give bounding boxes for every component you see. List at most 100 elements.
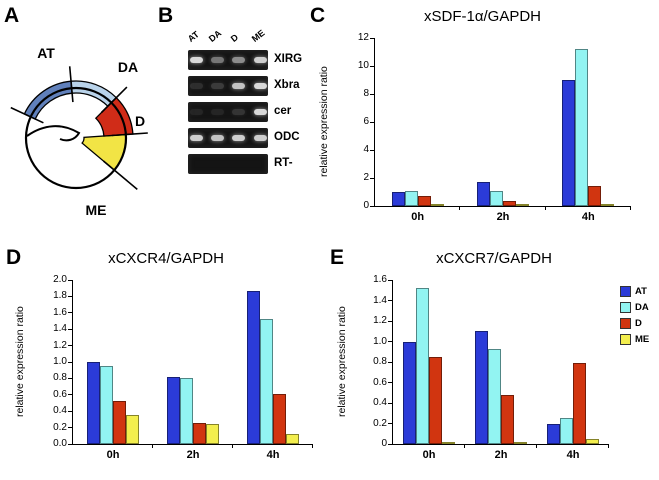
bar-DA-4h	[260, 319, 273, 444]
y-tick-label: 1.2	[373, 315, 387, 326]
y-tick-mark	[370, 121, 375, 123]
gel-lane-label: ME	[249, 27, 267, 44]
chart-title: xCXCR7/GAPDH	[436, 250, 552, 267]
x-category-label: 2h	[186, 449, 200, 461]
y-tick-mark	[68, 377, 73, 379]
y-tick-mark	[370, 37, 375, 39]
y-axis-label: relative expression ratio	[336, 306, 348, 418]
boundary-line	[68, 66, 74, 103]
y-tick-mark	[388, 402, 393, 404]
y-tick-label: 0	[381, 438, 387, 449]
bar-D-4h	[588, 185, 602, 206]
x-category-label: 4h	[266, 449, 280, 461]
y-tick-label: 1.6	[373, 274, 387, 285]
gel-band	[189, 135, 203, 141]
x-category-label: 2h	[494, 449, 508, 461]
y-tick-mark	[388, 300, 393, 301]
region-da	[70, 80, 118, 108]
gel-band	[232, 57, 246, 63]
y-tick-mark	[68, 410, 73, 412]
bar-D-2h	[501, 394, 514, 444]
y-tick-mark	[370, 65, 375, 67]
bar-DA-0h	[404, 191, 418, 206]
y-tick-label: 8	[363, 88, 369, 99]
bar-AT-0h	[403, 341, 416, 444]
y-tick-mark	[68, 328, 73, 330]
legend-item-ME: ME	[620, 334, 649, 345]
panel-a-label: A	[4, 4, 20, 27]
legend-swatch	[620, 318, 631, 329]
y-tick-label: 1.8	[53, 290, 67, 302]
bar-ME-4h	[586, 438, 599, 444]
y-tick-mark	[388, 320, 393, 322]
panel-b-label: B	[158, 4, 174, 27]
chart-legend: AT DA D ME	[620, 286, 649, 345]
y-tick-label: 0.8	[53, 372, 67, 384]
bar-D-4h	[273, 393, 286, 444]
panel-b: B AT DA D ME XIRG Xbra cer ODC RT-	[158, 4, 308, 242]
bar-AT-2h	[167, 376, 180, 444]
chart-title: xSDF-1α/GAPDH	[423, 8, 542, 25]
region-label-da: DA	[118, 59, 138, 75]
gel-row-label: ODC	[274, 131, 300, 143]
y-tick-label: 4	[363, 144, 369, 155]
gel-band	[189, 57, 203, 63]
embryo-diagram: AT DA D ME	[10, 45, 148, 218]
y-tick-mark	[68, 312, 73, 314]
y-tick-mark	[388, 361, 393, 363]
gel-band	[232, 135, 246, 141]
x-category-label: 4h	[581, 211, 595, 223]
y-tick-mark	[370, 149, 375, 151]
bar-DA-4h	[560, 418, 573, 444]
y-tick-label: 0.2	[373, 417, 387, 429]
legend-swatch	[620, 286, 631, 297]
gel-band	[253, 83, 267, 89]
gel-band	[210, 109, 224, 115]
gel-lane-strip	[188, 50, 268, 70]
bar-D-0h	[429, 356, 442, 444]
y-tick-label: 6	[363, 116, 369, 127]
gel-band	[210, 135, 224, 141]
legend-label: ME	[635, 334, 650, 345]
x-tick-mark	[152, 444, 153, 448]
gel-lane-strip	[188, 128, 268, 148]
bar-ME-4h	[286, 434, 299, 444]
y-tick-mark	[68, 345, 73, 347]
gel-band	[210, 83, 224, 89]
bar-DA-4h	[575, 49, 589, 206]
x-tick-mark	[312, 444, 313, 448]
panel-e: E xCXCR7/GAPDH relative expression ratio…	[330, 246, 658, 476]
y-tick-label: 0.4	[53, 405, 67, 417]
gel-band	[253, 109, 267, 115]
gel-image: AT DA D ME XIRG Xbra cer ODC RT-	[158, 4, 308, 242]
y-tick-label: 1.6	[53, 306, 67, 318]
x-tick-mark	[608, 444, 609, 448]
y-tick-label: 0.2	[53, 421, 67, 433]
panel-a: A AT DA D ME	[4, 4, 156, 244]
y-tick-mark	[388, 443, 393, 445]
bar-AT-4h	[247, 290, 260, 444]
bar-D-0h	[417, 196, 431, 206]
y-tick-label: 0.6	[53, 388, 67, 400]
bar-D-4h	[573, 363, 586, 444]
y-tick-label: 0	[363, 200, 369, 211]
panel-d-label: D	[6, 246, 22, 269]
embryo-outline	[24, 86, 128, 190]
y-tick-mark	[370, 93, 375, 95]
x-tick-mark	[536, 444, 537, 448]
x-tick-mark	[232, 444, 233, 448]
y-tick-mark	[68, 443, 73, 445]
y-tick-label: 1.2	[53, 339, 67, 351]
y-tick-mark	[388, 341, 393, 342]
gel-band	[232, 83, 246, 89]
y-tick-mark	[388, 279, 393, 281]
panel-e-label: E	[330, 246, 345, 269]
y-tick-mark	[388, 423, 393, 424]
plot-area: 0 0.2 0.4 0.6 0.8 1.0 1.2 1.4 1.6 0h 2h 4h	[373, 274, 609, 461]
legend-item-AT: AT	[620, 286, 649, 297]
blastopore-curve	[26, 125, 81, 142]
bar-AT-2h	[477, 181, 490, 206]
y-axis-label: relative expression ratio	[318, 66, 330, 178]
y-tick-mark	[68, 427, 73, 429]
